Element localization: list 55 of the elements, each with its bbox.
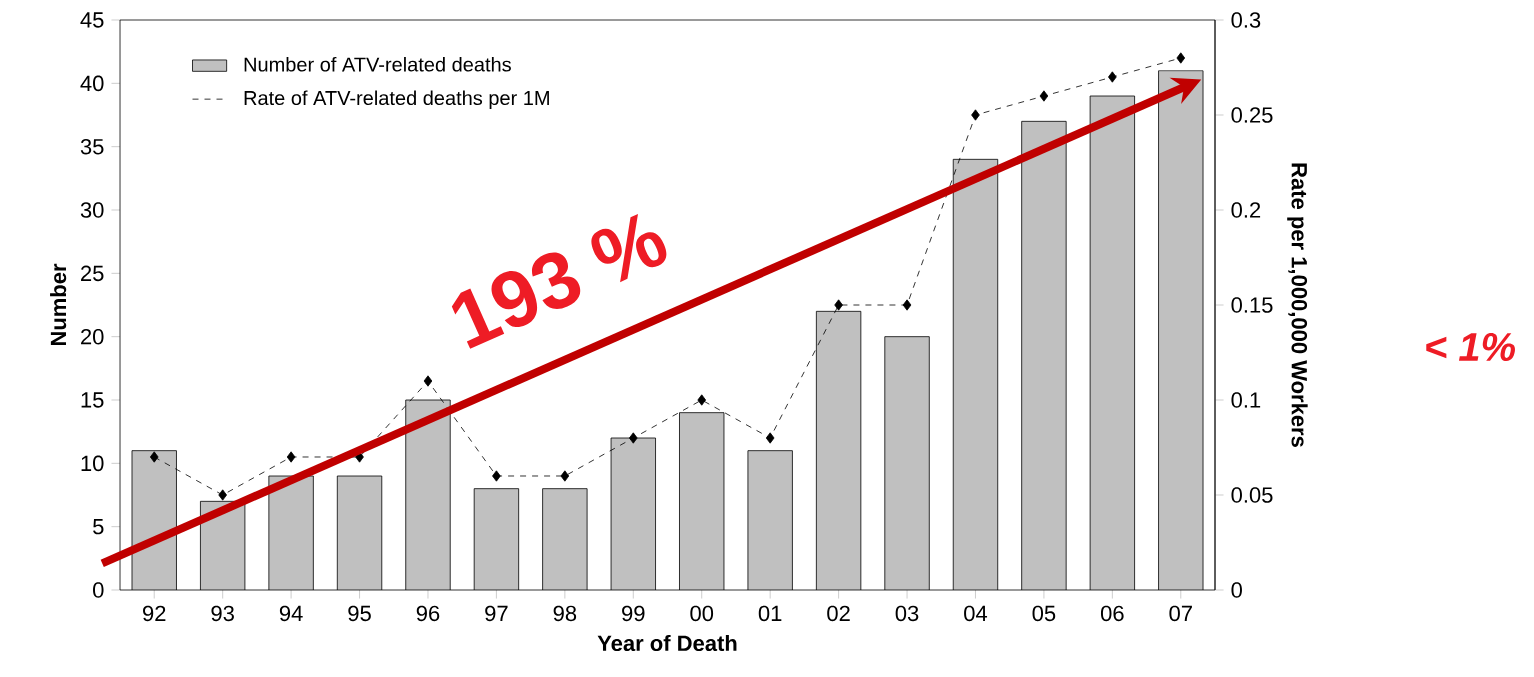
x-tick-label: 99 [622,605,645,622]
x-tick-label: 00 [690,605,714,622]
x-tick-label: 06 [1100,605,1124,622]
y-tick-label: 0 [93,582,104,598]
text: < 1% [1426,332,1515,362]
x-tick-label: 02 [827,605,850,622]
point [423,375,433,387]
legend-label: Rate of ATV-related deaths per 1M [244,90,549,110]
y-tick-label: 45 [80,12,104,28]
x-axis-title: Year of Death [597,634,737,652]
point [765,432,775,444]
point [149,451,159,463]
y-axis-title: Number [50,263,67,346]
y-tick-label: 25 [81,265,104,282]
point [971,109,980,121]
point [1176,52,1186,64]
point [1039,90,1049,102]
y-tick-label: 15 [81,392,104,408]
y-tick-label: 20 [81,328,104,345]
point [629,432,638,444]
y2-tick-label: 0.25 [1231,107,1273,123]
point [902,299,912,311]
point [560,470,570,482]
point [492,470,501,482]
y2-tick-label: 0.05 [1231,487,1273,503]
y2-tick-label: 0 [1231,582,1242,598]
x-tick-label: 01 [758,605,782,622]
y2-tick-label: 0.3 [1231,12,1261,28]
y2-axis-title: Rate per 1,000,000 Workers [1287,163,1308,447]
y2-tick-label: 0.1 [1231,392,1261,408]
y2-tick-label: 0.2 [1231,202,1261,218]
x-tick-label: 95 [348,605,371,622]
legend-label: Number of ATV-related deaths [244,56,511,72]
point [697,394,707,406]
point [834,299,843,311]
y-tick-label: 5 [93,519,104,535]
y-tick-label: 40 [80,75,104,92]
x-tick-label: 92 [143,605,166,622]
point [1108,71,1117,83]
y-tick-label: 30 [80,202,104,218]
x-tick-label: 97 [485,605,508,622]
y-tick-label: 35 [80,138,104,155]
point [218,489,227,501]
x-tick-label: 04 [964,605,988,622]
y2-tick-label: 0.15 [1231,297,1273,313]
y-tick-label: 10 [81,455,104,472]
x-tick-label: 96 [416,605,440,622]
annotation: 193 % [451,213,667,349]
x-tick-label: 98 [553,605,577,622]
x-tick-label: 03 [895,605,919,622]
x-tick-label: 94 [279,605,303,622]
x-tick-label: 05 [1032,605,1056,622]
point [286,451,296,463]
x-tick-label: 07 [1169,605,1192,622]
x-tick-label: 93 [211,605,234,622]
